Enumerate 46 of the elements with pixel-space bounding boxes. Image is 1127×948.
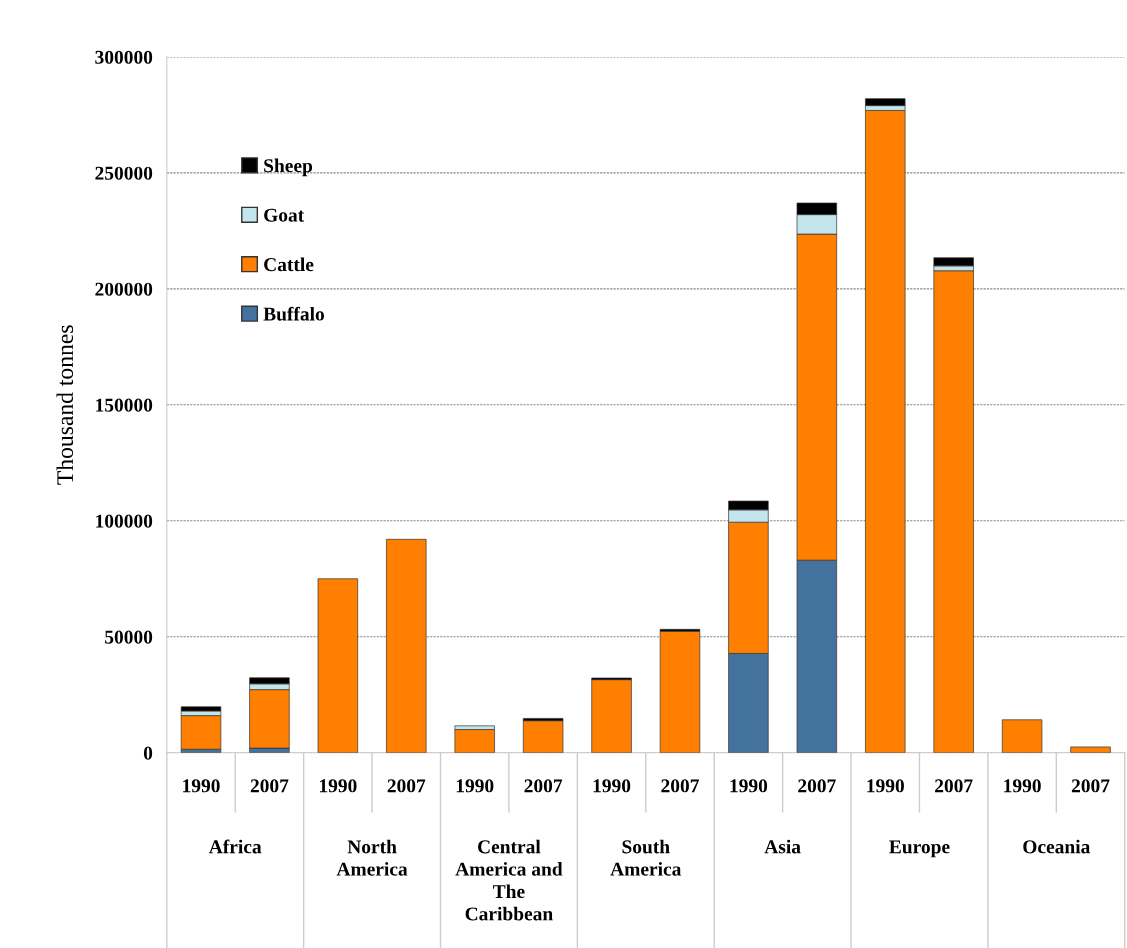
text: Oceania [1023, 839, 1091, 854]
bar [933, 257, 974, 267]
y-axis-title: Thousand tonnes [56, 325, 74, 485]
bar [180, 715, 222, 750]
text: Central America and The Caribbean [455, 839, 563, 921]
bar [180, 706, 222, 712]
bar [386, 538, 427, 753]
y-tick-label: 0 [143, 746, 153, 760]
text: Asia [764, 839, 801, 854]
x-tick-label: 2007 [1071, 779, 1110, 793]
x-tick-label: 1990 [319, 779, 357, 793]
bar [1070, 746, 1111, 753]
legend-label: Cattle [264, 257, 314, 272]
bar [659, 630, 701, 753]
x-tick-label: 2007 [661, 779, 699, 793]
bar [1001, 719, 1043, 753]
y-tick-label: 50000 [105, 630, 153, 644]
text: Africa [208, 839, 262, 854]
x-tick-label: 1990 [867, 779, 904, 793]
y-tick-label: 250000 [95, 166, 153, 180]
x-tick-label: 2007 [250, 779, 289, 793]
text: Europe [889, 840, 950, 858]
y-tick-label: 300000 [95, 50, 153, 64]
text: South America [610, 839, 682, 876]
x-tick-label: 1990 [593, 779, 631, 793]
y-tick-label: 200000 [95, 282, 153, 296]
bar [591, 679, 632, 753]
x-tick-label: 2007 [798, 779, 836, 793]
bar [454, 729, 495, 753]
legend-label: Sheep [264, 158, 313, 177]
x-tick-label: 1990 [1004, 779, 1041, 793]
y-tick-label: 100000 [96, 514, 153, 528]
x-tick-label: 1990 [730, 779, 768, 793]
legend-label: Goat [264, 208, 305, 222]
legend-label: Buffalo [263, 306, 324, 321]
bar [865, 110, 906, 753]
x-tick-label: 2007 [935, 779, 973, 793]
x-tick-label: 2007 [387, 779, 426, 793]
bar [933, 270, 974, 753]
bar [317, 578, 359, 753]
x-tick-label: 2007 [524, 779, 563, 793]
text: North America [336, 839, 408, 876]
y-tick-label: 150000 [96, 398, 153, 412]
x-tick-label: 1990 [456, 779, 494, 793]
x-tick-label: 1990 [183, 779, 220, 793]
bar [522, 720, 564, 753]
